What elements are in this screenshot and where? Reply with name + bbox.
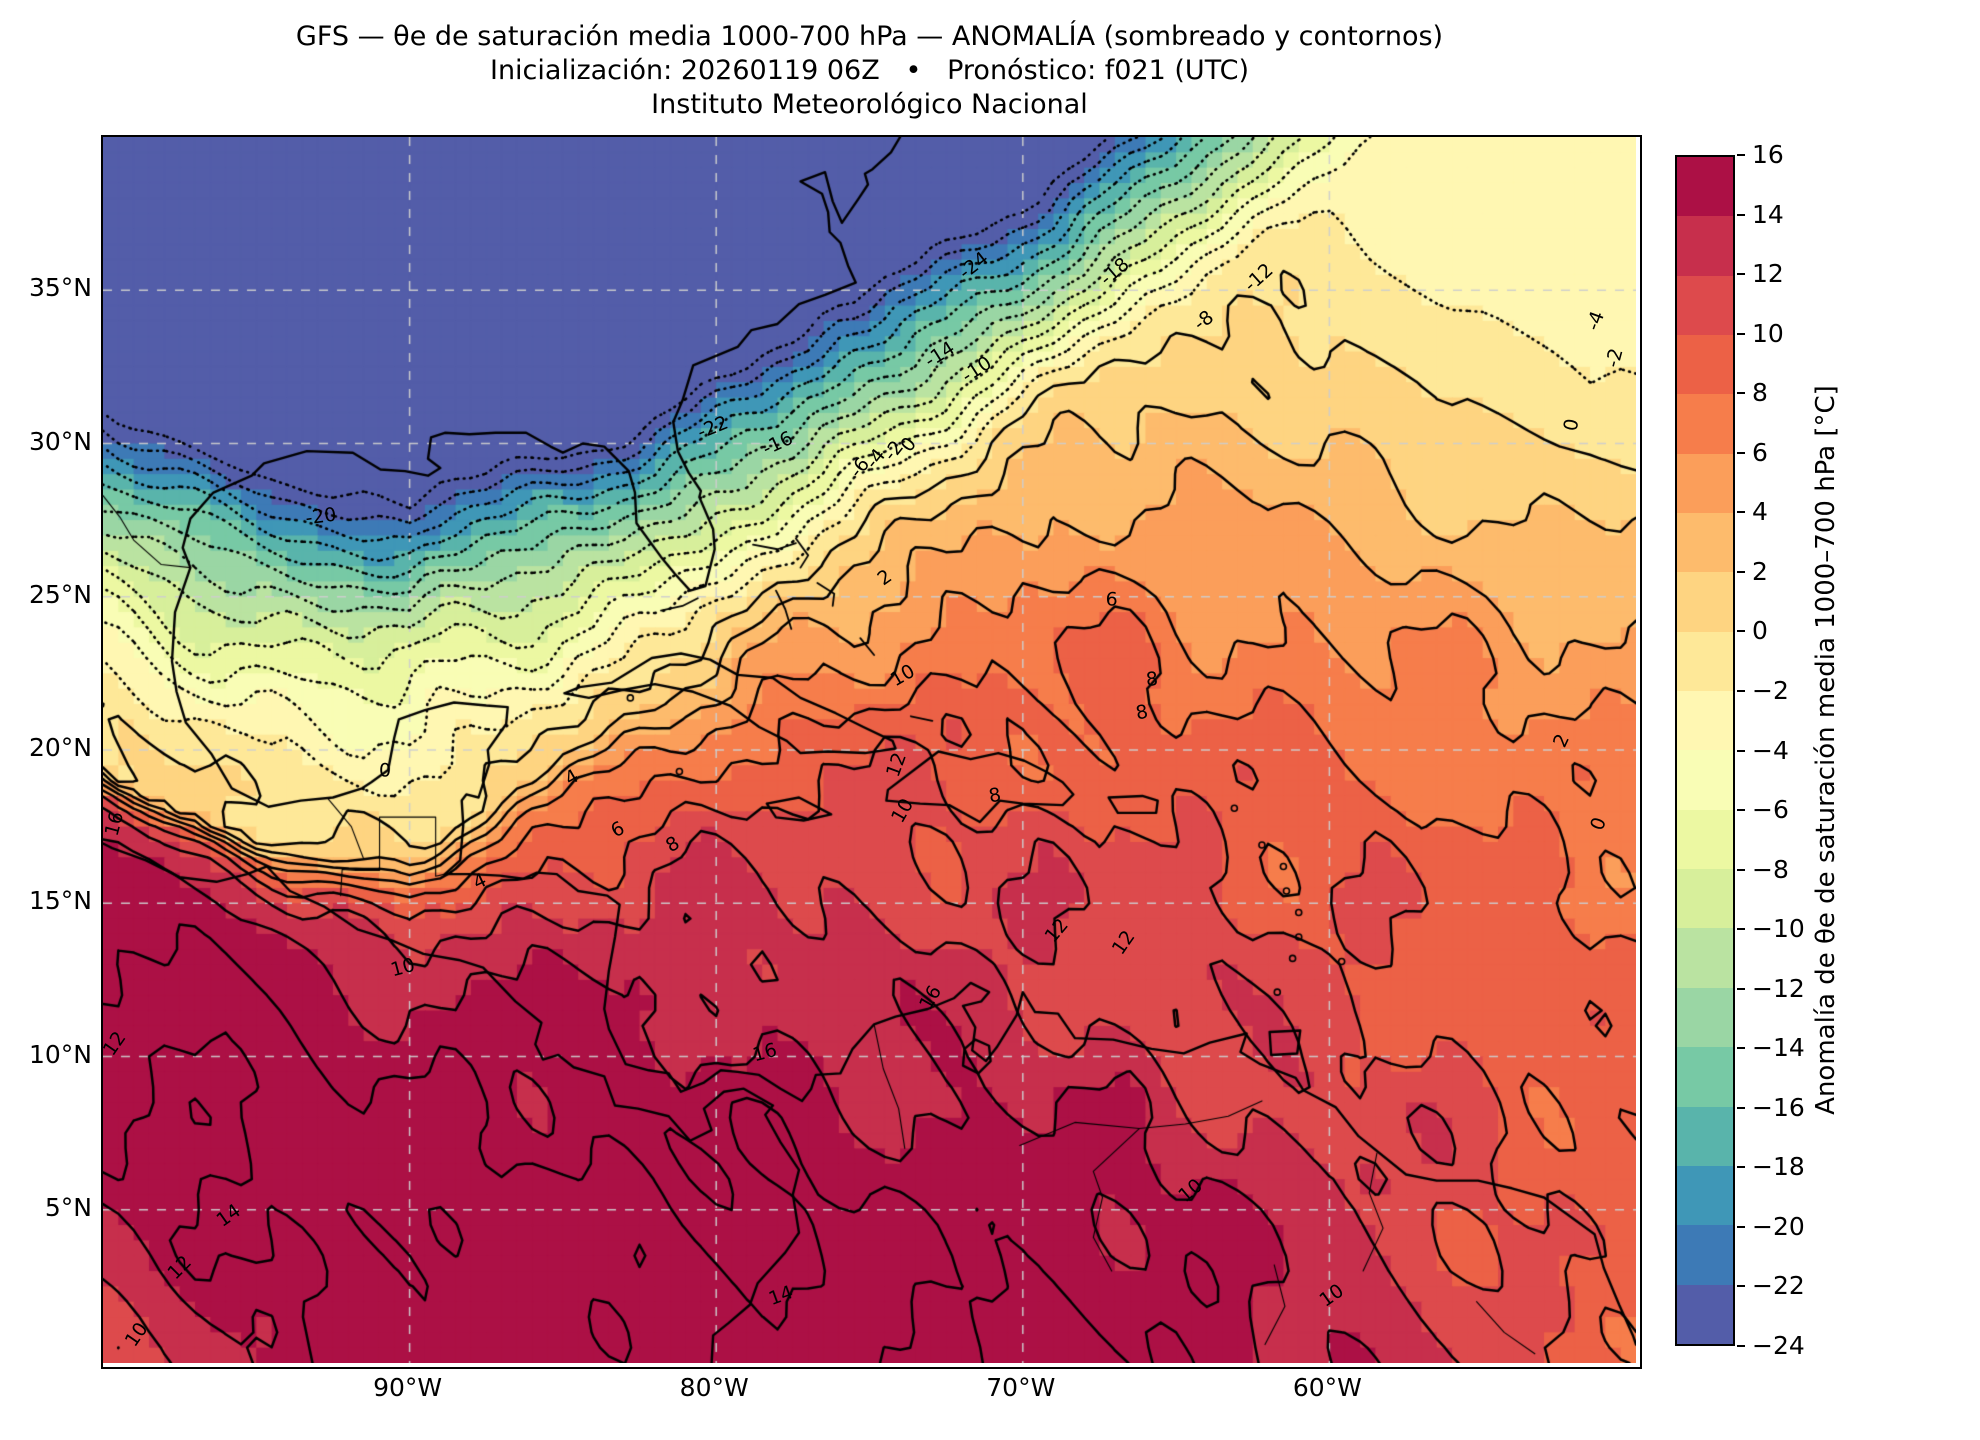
colorbar-segment — [1677, 1284, 1733, 1344]
lat-tick-label: 5°N — [44, 1192, 92, 1222]
colorbar-segment — [1677, 157, 1733, 217]
colorbar-segment — [1677, 453, 1733, 514]
colorbar-tickmark — [1737, 1166, 1745, 1169]
colorbar-tick-label: −8 — [1752, 854, 1789, 884]
colorbar-tick-label: 16 — [1752, 140, 1784, 169]
colorbar-tick-label: −2 — [1752, 675, 1789, 705]
colorbar-tick-label: −6 — [1752, 795, 1789, 825]
colorbar-tickmark — [1737, 570, 1745, 573]
colorbar-tick-label: 0 — [1752, 616, 1768, 646]
map-canvas — [103, 137, 1636, 1363]
colorbar-tickmark — [1737, 213, 1745, 216]
colorbar-tickmark — [1737, 1106, 1745, 1109]
colorbar-tickmark — [1737, 749, 1745, 752]
colorbar-tick-label: −14 — [1752, 1033, 1805, 1063]
colorbar-segment — [1677, 631, 1733, 692]
colorbar-segment — [1677, 275, 1733, 336]
contour-label: -20 — [303, 503, 338, 530]
colorbar-tickmark — [1737, 1345, 1745, 1347]
colorbar-tick-label: 10 — [1752, 318, 1784, 348]
colorbar-tick-label: −20 — [1752, 1211, 1805, 1241]
map-plot-area: -24 -18 -12 -8 -14 -10 -22 -16 -20 -6 -4 -2 0 -4 0 -2 2 2… — [99, 135, 1642, 1369]
colorbar-tickmark — [1737, 511, 1745, 514]
colorbar-segment — [1677, 216, 1733, 276]
colorbar-tickmark — [1737, 332, 1745, 335]
colorbar-segment — [1677, 869, 1733, 929]
colorbar-tick-label: −24 — [1752, 1331, 1805, 1360]
colorbar-tick-label: 8 — [1752, 378, 1768, 408]
lat-tick-label: 20°N — [28, 733, 92, 762]
colorbar-segment — [1677, 1225, 1733, 1285]
lon-tick-label: 80°W — [679, 1373, 749, 1402]
contour-label: 6 — [1105, 588, 1118, 611]
colorbar-segment — [1677, 513, 1733, 573]
colorbar-tick-label: −4 — [1752, 735, 1789, 765]
chart-subtitle: Inicialización: 20260119 06Z • Pronóstic… — [489, 55, 1249, 86]
colorbar-segment — [1677, 928, 1733, 988]
lat-tick-label: 10°N — [28, 1039, 92, 1069]
colorbar-tickmark — [1737, 928, 1745, 931]
lat-tick-label: 15°N — [28, 886, 92, 916]
colorbar-tick-label: −10 — [1752, 914, 1805, 944]
chart-title: GFS — θe de saturación media 1000-700 hP… — [295, 21, 1444, 52]
colorbar-segment — [1677, 1165, 1733, 1226]
colorbar-tickmark — [1737, 809, 1745, 812]
colorbar-tickmark — [1737, 1047, 1745, 1050]
contour-label: 8 — [1144, 667, 1159, 691]
colorbar-segment — [1677, 335, 1733, 395]
colorbar-tickmark — [1737, 273, 1745, 276]
colorbar-tickmark — [1737, 451, 1745, 454]
lon-tick-label: 60°W — [1292, 1373, 1362, 1402]
colorbar-tickmark — [1737, 392, 1745, 395]
colorbar-axis-label: Anomalía de θe de saturación media 1000–… — [1811, 385, 1841, 1115]
colorbar-tick-label: 2 — [1752, 556, 1768, 586]
colorbar-segment — [1677, 394, 1733, 454]
colorbar-segment — [1677, 987, 1733, 1048]
contour-label: 0 — [379, 759, 392, 782]
colorbar-tickmark — [1737, 1225, 1745, 1228]
colorbar-segment — [1677, 750, 1733, 810]
colorbar-tick-label: 6 — [1752, 437, 1768, 467]
colorbar-segment — [1677, 809, 1733, 870]
colorbar-tick-label: −16 — [1752, 1092, 1805, 1122]
lon-tick-label: 90°W — [373, 1373, 443, 1402]
lat-tick-label: 30°N — [28, 426, 92, 456]
colorbar-segment — [1677, 1106, 1733, 1166]
lat-tick-label: 35°N — [28, 273, 92, 303]
lat-tick-label: 25°N — [28, 579, 92, 609]
colorbar-tickmark — [1737, 630, 1745, 633]
title-block: GFS — θe de saturación media 1000-700 hP… — [101, 20, 1638, 122]
colorbar-tickmark — [1737, 868, 1745, 871]
colorbar-tickmark — [1737, 987, 1745, 990]
colorbar — [1675, 155, 1735, 1346]
colorbar-tickmark — [1737, 689, 1745, 692]
colorbar-segment — [1677, 572, 1733, 632]
lon-tick-label: 70°W — [986, 1373, 1056, 1402]
colorbar-segment — [1677, 1047, 1733, 1107]
colorbar-segment — [1677, 691, 1733, 751]
colorbar-tick-label: 12 — [1752, 259, 1784, 289]
colorbar-tickmark — [1737, 154, 1745, 156]
colorbar-tickmark — [1737, 1285, 1745, 1288]
colorbar-tick-label: −18 — [1752, 1152, 1805, 1182]
chart-source: Instituto Meteorológico Nacional — [651, 89, 1088, 120]
colorbar-tick-label: −22 — [1752, 1271, 1805, 1301]
colorbar-tick-label: 14 — [1752, 199, 1784, 229]
colorbar-tick-label: 4 — [1752, 497, 1768, 527]
colorbar-tick-label: −12 — [1752, 973, 1805, 1003]
